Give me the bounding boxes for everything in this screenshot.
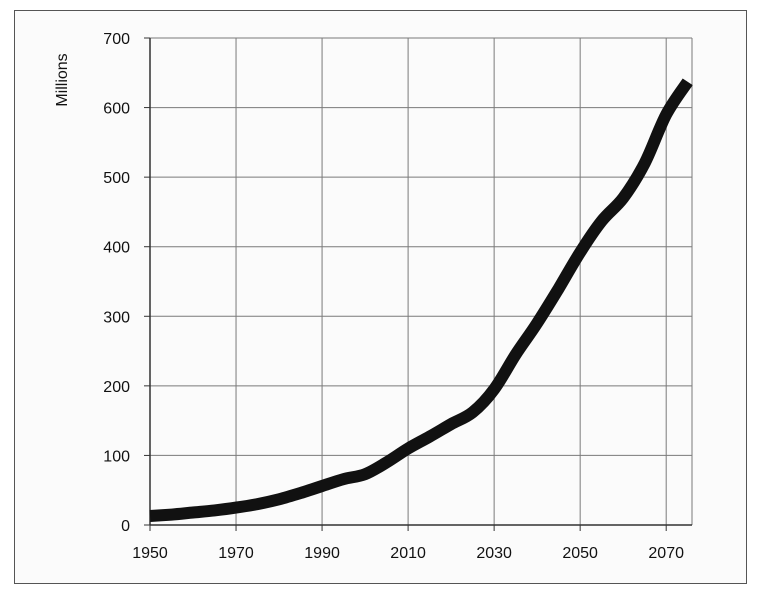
series-line (149, 78, 693, 522)
y-axis: 0 100 200 300 400 500 600 700 (103, 31, 150, 535)
x-tick-label: 1990 (304, 545, 340, 562)
chart-frame (14, 10, 747, 584)
x-tick-label: 2050 (562, 545, 598, 562)
y-tick-label: 400 (103, 240, 130, 257)
y-tick-label: 300 (103, 309, 130, 326)
y-tick-label: 600 (103, 101, 130, 118)
y-axis-title: Millions (54, 53, 71, 106)
x-tick-label: 2010 (390, 545, 426, 562)
y-tick-label: 0 (121, 518, 130, 535)
x-tick-label: 2070 (648, 545, 684, 562)
y-tick-label: 700 (103, 31, 130, 48)
x-axis: 1950 1970 1990 2010 2030 2050 2070 (132, 525, 684, 562)
x-tick-label: 1970 (218, 545, 254, 562)
y-tick-label: 100 (103, 448, 130, 465)
y-tick-label: 200 (103, 379, 130, 396)
x-tick-label: 2030 (476, 545, 512, 562)
x-tick-label: 1950 (132, 545, 168, 562)
series-group (149, 78, 693, 522)
grid (149, 37, 693, 526)
y-tick-label: 500 (103, 170, 130, 187)
